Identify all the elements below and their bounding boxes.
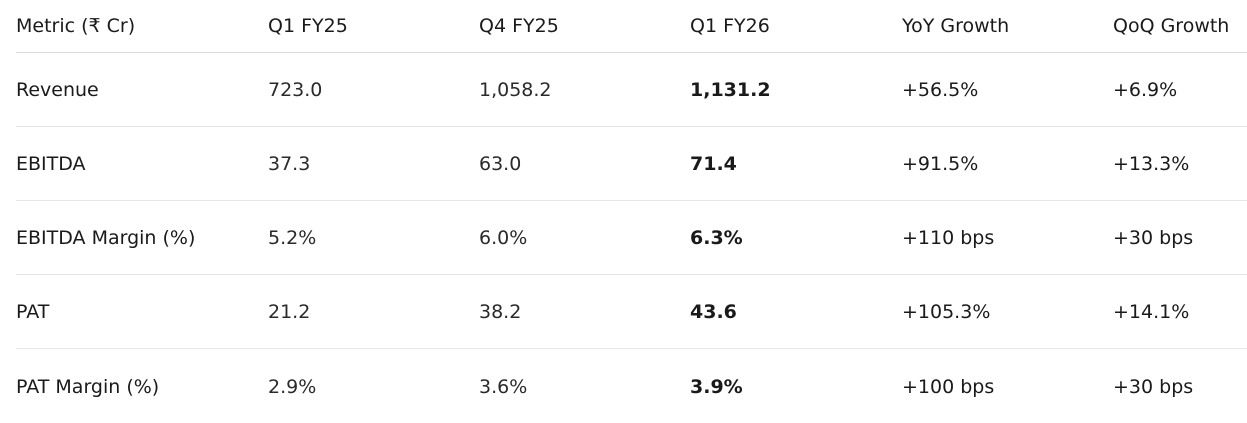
table-row-pat-margin: PAT Margin (%) 2.9% 3.6% 3.9% +100 bps +… xyxy=(16,349,1247,423)
header-q1-fy25: Q1 FY25 xyxy=(268,14,348,37)
header-qoq-growth: QoQ Growth xyxy=(1113,14,1230,37)
value-qoq-growth: +30 bps xyxy=(1113,375,1194,398)
value-q4-fy25: 3.6% xyxy=(479,375,528,398)
value-yoy-growth: +100 bps xyxy=(902,375,995,398)
value-q1-fy25: 2.9% xyxy=(268,375,317,398)
value-q1-fy26: 6.3% xyxy=(690,227,743,249)
value-q1-fy26: 71.4 xyxy=(690,153,737,175)
value-qoq-growth: +6.9% xyxy=(1113,79,1178,101)
header-q4-fy25: Q4 FY25 xyxy=(479,14,559,37)
metric-label: PAT Margin (%) xyxy=(16,375,160,398)
metric-label: PAT xyxy=(16,301,50,323)
value-yoy-growth: +105.3% xyxy=(902,301,991,323)
value-q1-fy25: 723.0 xyxy=(268,79,323,101)
metric-label: Revenue xyxy=(16,79,99,101)
value-yoy-growth: +56.5% xyxy=(902,79,979,101)
value-yoy-growth: +110 bps xyxy=(902,227,995,249)
table-row-ebitda: EBITDA 37.3 63.0 71.4 +91.5% +13.3% xyxy=(16,127,1247,201)
table-row-ebitda-margin: EBITDA Margin (%) 5.2% 6.0% 6.3% +110 bp… xyxy=(16,201,1247,275)
financial-metrics-table: Metric (₹ Cr) Q1 FY25 Q4 FY25 Q1 FY26 Yo… xyxy=(16,0,1247,423)
value-q4-fy25: 38.2 xyxy=(479,301,522,323)
metric-label: EBITDA Margin (%) xyxy=(16,227,196,249)
value-q4-fy25: 63.0 xyxy=(479,153,522,175)
table-header-row: Metric (₹ Cr) Q1 FY25 Q4 FY25 Q1 FY26 Yo… xyxy=(16,0,1247,53)
value-yoy-growth: +91.5% xyxy=(902,153,979,175)
metric-label: EBITDA xyxy=(16,153,86,175)
value-q1-fy25: 21.2 xyxy=(268,301,311,323)
value-q4-fy25: 6.0% xyxy=(479,227,528,249)
value-q1-fy26: 1,131.2 xyxy=(690,79,771,101)
value-q1-fy26: 43.6 xyxy=(690,301,737,323)
value-q1-fy25: 37.3 xyxy=(268,153,311,175)
header-metric: Metric (₹ Cr) xyxy=(16,14,136,37)
header-q1-fy26: Q1 FY26 xyxy=(690,14,770,37)
table-row-pat: PAT 21.2 38.2 43.6 +105.3% +14.1% xyxy=(16,275,1247,349)
value-qoq-growth: +14.1% xyxy=(1113,301,1190,323)
value-q1-fy26: 3.9% xyxy=(690,375,743,398)
value-q1-fy25: 5.2% xyxy=(268,227,317,249)
value-qoq-growth: +30 bps xyxy=(1113,227,1194,249)
value-qoq-growth: +13.3% xyxy=(1113,153,1190,175)
header-yoy-growth: YoY Growth xyxy=(902,14,1010,37)
value-q4-fy25: 1,058.2 xyxy=(479,79,552,101)
table-row-revenue: Revenue 723.0 1,058.2 1,131.2 +56.5% +6.… xyxy=(16,53,1247,127)
